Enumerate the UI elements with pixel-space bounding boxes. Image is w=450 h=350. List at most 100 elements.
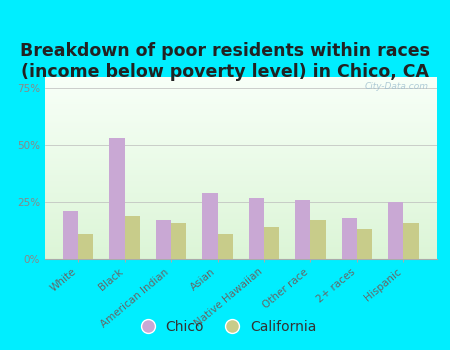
- Bar: [45, 101, 436, 102]
- Bar: [45, 95, 436, 96]
- Bar: [45, 193, 436, 194]
- Bar: [264, 227, 279, 259]
- Bar: [45, 225, 436, 226]
- Bar: [45, 120, 436, 121]
- Bar: [45, 109, 436, 110]
- Bar: [45, 147, 436, 148]
- Bar: [45, 146, 436, 147]
- Bar: [45, 187, 436, 188]
- Bar: [45, 150, 436, 151]
- Bar: [45, 178, 436, 179]
- Bar: [45, 185, 436, 186]
- Bar: [45, 245, 436, 246]
- Bar: [45, 184, 436, 185]
- Bar: [45, 110, 436, 111]
- Bar: [45, 176, 436, 177]
- Bar: [45, 122, 436, 124]
- Bar: [45, 241, 436, 242]
- Bar: [45, 103, 436, 104]
- Bar: [45, 177, 436, 178]
- Bar: [45, 236, 436, 237]
- Bar: [45, 97, 436, 98]
- Bar: [45, 190, 436, 191]
- Bar: [45, 215, 436, 216]
- Bar: [45, 234, 436, 235]
- Bar: [45, 232, 436, 233]
- Bar: [45, 210, 436, 211]
- Bar: [45, 111, 436, 112]
- Bar: [45, 112, 436, 113]
- Bar: [45, 152, 436, 153]
- Bar: [45, 154, 436, 155]
- Bar: [78, 234, 94, 259]
- Bar: [45, 93, 436, 94]
- Bar: [45, 159, 436, 160]
- Bar: [45, 182, 436, 183]
- Bar: [45, 230, 436, 231]
- Bar: [45, 127, 436, 128]
- Bar: [45, 219, 436, 220]
- Bar: [45, 132, 436, 133]
- Bar: [45, 105, 436, 106]
- Bar: [45, 138, 436, 139]
- Bar: [45, 204, 436, 205]
- Bar: [45, 160, 436, 161]
- Bar: [45, 228, 436, 229]
- Bar: [45, 161, 436, 162]
- Bar: [45, 126, 436, 127]
- Bar: [45, 155, 436, 156]
- Bar: [45, 142, 436, 144]
- Bar: [156, 220, 171, 259]
- Bar: [45, 188, 436, 189]
- Bar: [45, 84, 436, 85]
- Bar: [45, 246, 436, 247]
- Bar: [45, 233, 436, 235]
- Bar: [45, 137, 436, 138]
- Bar: [45, 99, 436, 100]
- Bar: [45, 238, 436, 239]
- Bar: [45, 117, 436, 118]
- Bar: [45, 102, 436, 103]
- Bar: [45, 174, 436, 175]
- Bar: [45, 77, 436, 78]
- Bar: [45, 208, 436, 209]
- Bar: [45, 195, 436, 196]
- Bar: [45, 235, 436, 236]
- Bar: [45, 170, 436, 171]
- Bar: [45, 148, 436, 149]
- Bar: [45, 83, 436, 84]
- Bar: [171, 223, 186, 259]
- Bar: [45, 158, 436, 159]
- Bar: [45, 209, 436, 210]
- Bar: [45, 115, 436, 116]
- Bar: [45, 89, 436, 90]
- Bar: [45, 249, 436, 250]
- Bar: [45, 203, 436, 204]
- Bar: [202, 193, 217, 259]
- Bar: [45, 237, 436, 238]
- Bar: [45, 212, 436, 214]
- Bar: [45, 96, 436, 97]
- Bar: [388, 202, 403, 259]
- Bar: [45, 157, 436, 158]
- Bar: [403, 223, 418, 259]
- Bar: [45, 144, 436, 145]
- Bar: [45, 202, 436, 203]
- Bar: [45, 114, 436, 115]
- Bar: [45, 128, 436, 129]
- Bar: [45, 94, 436, 95]
- Bar: [45, 116, 436, 117]
- Bar: [45, 217, 436, 218]
- Bar: [45, 201, 436, 202]
- Bar: [45, 247, 436, 248]
- Bar: [45, 222, 436, 223]
- Bar: [45, 242, 436, 243]
- Bar: [45, 223, 436, 224]
- Bar: [45, 211, 436, 212]
- Bar: [45, 199, 436, 200]
- Bar: [45, 100, 436, 101]
- Bar: [109, 139, 125, 259]
- Bar: [45, 172, 436, 173]
- Bar: [45, 244, 436, 245]
- Bar: [45, 168, 436, 169]
